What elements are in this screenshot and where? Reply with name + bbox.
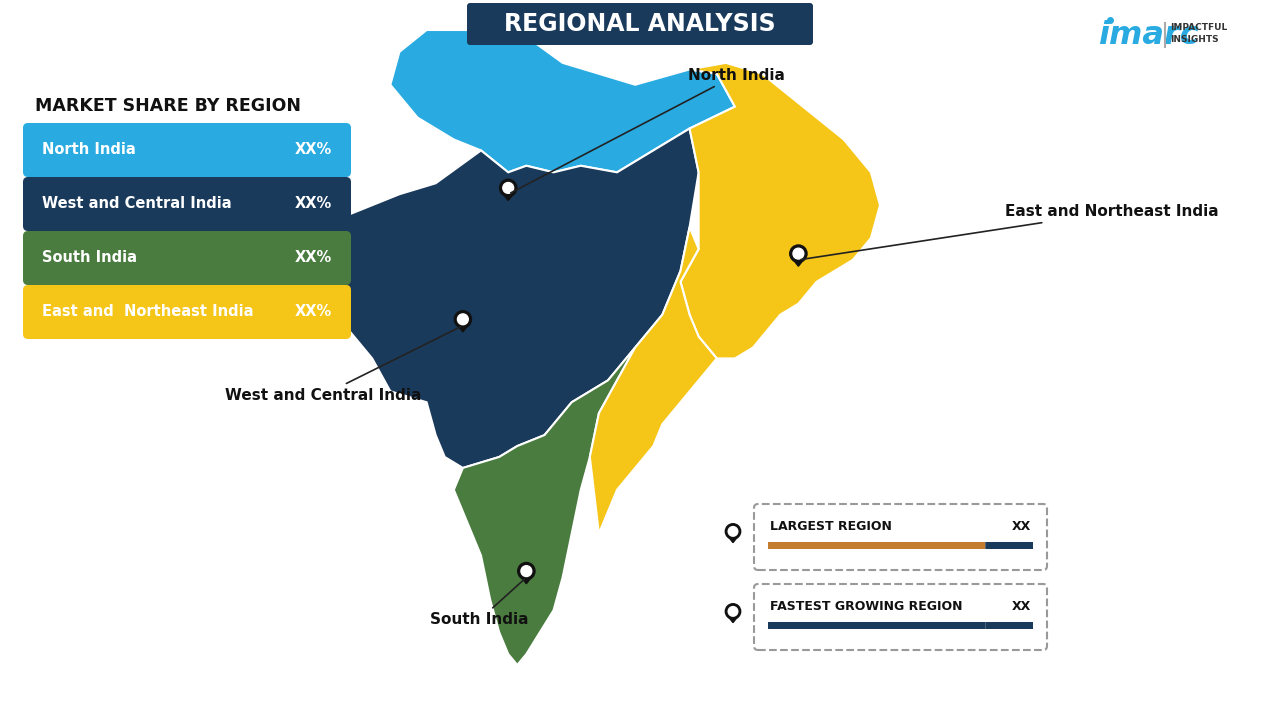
- Text: East and  Northeast India: East and Northeast India: [42, 305, 253, 320]
- Circle shape: [521, 566, 531, 577]
- FancyBboxPatch shape: [986, 622, 1033, 629]
- Polygon shape: [681, 63, 881, 359]
- Text: MARKET SHARE BY REGION: MARKET SHARE BY REGION: [35, 97, 301, 115]
- Text: West and Central India: West and Central India: [42, 197, 232, 212]
- Text: imarc: imarc: [1098, 19, 1199, 50]
- Polygon shape: [346, 129, 699, 468]
- FancyBboxPatch shape: [768, 622, 986, 629]
- Polygon shape: [791, 256, 806, 266]
- Polygon shape: [726, 614, 740, 623]
- Text: North India: North India: [511, 68, 785, 193]
- Text: IMPACTFUL: IMPACTFUL: [1170, 24, 1228, 32]
- Text: South India: South India: [42, 251, 137, 266]
- Circle shape: [499, 179, 517, 197]
- Circle shape: [454, 310, 471, 328]
- Circle shape: [726, 523, 741, 539]
- Circle shape: [457, 314, 468, 325]
- Text: REGIONAL ANALYSIS: REGIONAL ANALYSIS: [504, 12, 776, 36]
- Text: North India: North India: [42, 143, 136, 158]
- Text: East and Northeast India: East and Northeast India: [801, 204, 1219, 259]
- Polygon shape: [454, 348, 635, 665]
- FancyBboxPatch shape: [23, 285, 351, 339]
- Text: INSIGHTS: INSIGHTS: [1170, 35, 1219, 45]
- Circle shape: [503, 183, 513, 194]
- Text: West and Central India: West and Central India: [225, 327, 461, 402]
- Circle shape: [790, 245, 806, 262]
- Circle shape: [517, 562, 535, 580]
- Text: LARGEST REGION: LARGEST REGION: [771, 521, 892, 534]
- Circle shape: [728, 526, 737, 536]
- Text: XX%: XX%: [294, 143, 332, 158]
- Polygon shape: [726, 534, 740, 543]
- Circle shape: [728, 606, 737, 616]
- Text: XX: XX: [1011, 521, 1030, 534]
- FancyBboxPatch shape: [23, 231, 351, 285]
- FancyBboxPatch shape: [768, 542, 986, 549]
- Text: XX%: XX%: [294, 197, 332, 212]
- Text: XX%: XX%: [294, 251, 332, 266]
- FancyBboxPatch shape: [754, 584, 1047, 650]
- Polygon shape: [518, 574, 534, 584]
- Circle shape: [726, 603, 741, 619]
- Text: FASTEST GROWING REGION: FASTEST GROWING REGION: [771, 600, 963, 613]
- Circle shape: [794, 248, 804, 259]
- FancyBboxPatch shape: [23, 123, 351, 177]
- Text: South India: South India: [430, 580, 529, 628]
- Polygon shape: [590, 227, 717, 534]
- Polygon shape: [390, 30, 735, 172]
- Polygon shape: [456, 323, 471, 332]
- Text: XX: XX: [1011, 600, 1030, 613]
- Polygon shape: [500, 191, 516, 201]
- Text: XX%: XX%: [294, 305, 332, 320]
- FancyBboxPatch shape: [23, 177, 351, 231]
- FancyBboxPatch shape: [754, 504, 1047, 570]
- FancyBboxPatch shape: [467, 3, 813, 45]
- FancyBboxPatch shape: [986, 542, 1033, 549]
